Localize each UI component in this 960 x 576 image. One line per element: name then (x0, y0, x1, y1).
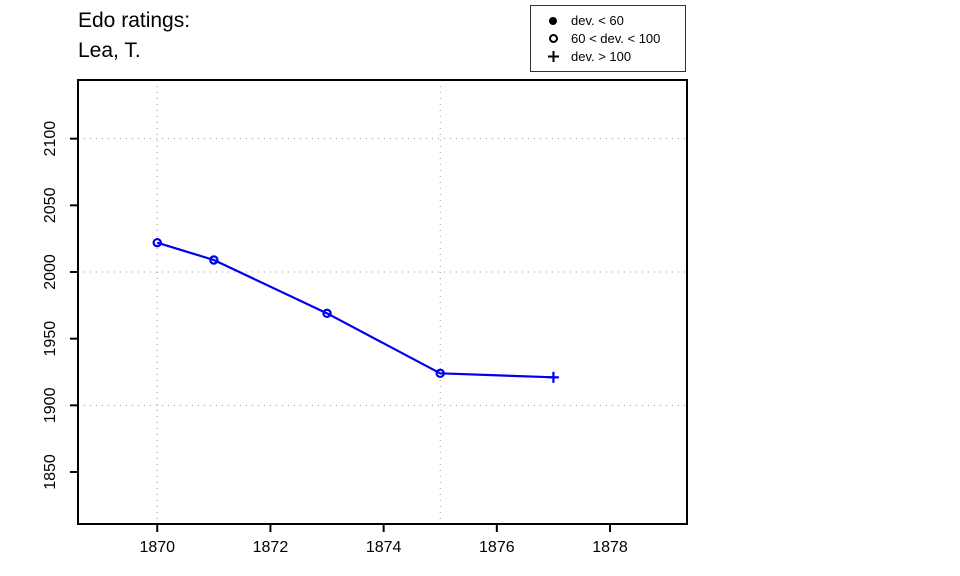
x-tick-label: 1876 (479, 539, 515, 556)
y-tick-label: 1850 (42, 454, 59, 490)
open-circle-icon (541, 34, 565, 43)
y-tick-label: 1900 (42, 387, 59, 423)
series-line (156, 241, 554, 379)
plus-icon (541, 50, 565, 63)
marker-open-circle (435, 368, 445, 379)
y-tick-label: 1950 (42, 321, 59, 357)
legend-label: 60 < dev. < 100 (571, 31, 661, 46)
legend-item: dev. > 100 (541, 49, 685, 64)
y-tick-label: 2050 (42, 187, 59, 223)
x-tick-label: 1872 (253, 539, 289, 556)
chart-title-line1: Edo ratings: (78, 9, 191, 32)
y-tick-label: 2000 (42, 254, 59, 290)
legend: dev. < 60 60 < dev. < 100 dev. > 100 (530, 5, 686, 72)
chart-title: Edo ratings: Lea, T. (78, 6, 190, 66)
marker-open-circle (322, 308, 332, 319)
chart-title-line2: Lea, T. (78, 39, 141, 62)
x-tick-label: 1874 (366, 539, 402, 556)
x-tick-label: 1870 (139, 539, 175, 556)
legend-item: 60 < dev. < 100 (541, 31, 685, 46)
plot-border (77, 79, 688, 525)
marker-open-circle (152, 237, 162, 248)
legend-label: dev. > 100 (571, 49, 632, 64)
legend-item: dev. < 60 (541, 13, 685, 28)
legend-label: dev. < 60 (571, 13, 624, 28)
y-tick-label: 2100 (42, 121, 59, 157)
marker-open-circle (209, 255, 219, 265)
filled-circle-icon (541, 16, 565, 25)
x-tick-label: 1878 (592, 539, 628, 556)
